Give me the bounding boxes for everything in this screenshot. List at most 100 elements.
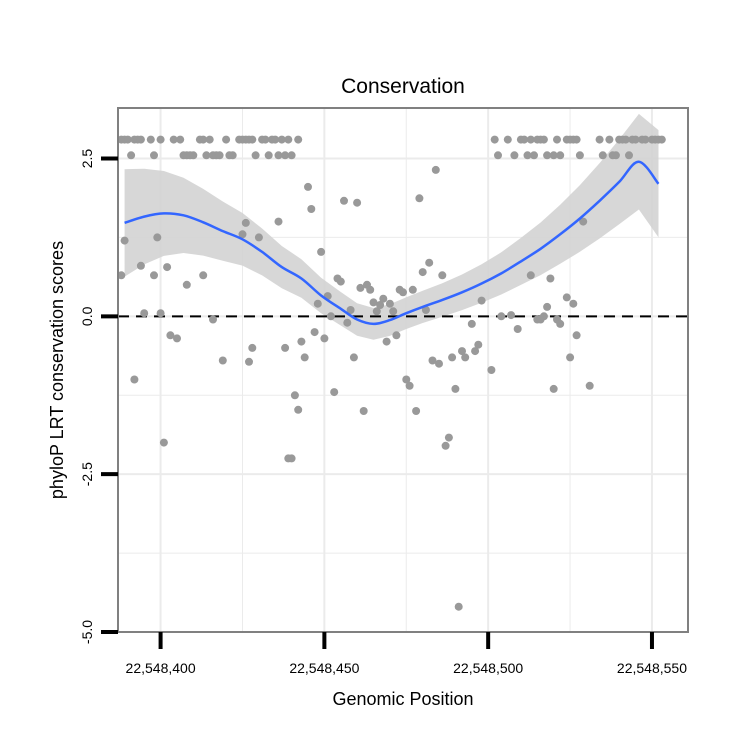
- data-point: [146, 135, 155, 144]
- data-point: [156, 135, 165, 144]
- data-point: [287, 151, 296, 160]
- data-point: [261, 135, 270, 144]
- data-point: [182, 280, 191, 289]
- data-point: [254, 233, 263, 242]
- y-tick-label: -5.0: [79, 620, 95, 644]
- data-point: [176, 135, 185, 144]
- data-point: [543, 151, 552, 160]
- data-point: [136, 261, 145, 270]
- data-point: [159, 438, 168, 447]
- data-point: [248, 343, 257, 352]
- x-tick-label: 22,548,500: [453, 660, 523, 676]
- data-point: [471, 347, 480, 356]
- data-point: [412, 407, 421, 415]
- data-point: [317, 247, 326, 256]
- data-point: [415, 194, 424, 203]
- data-point: [405, 381, 414, 390]
- data-point: [392, 331, 401, 340]
- data-point: [294, 135, 303, 144]
- data-point: [346, 306, 355, 314]
- data-point: [477, 296, 486, 305]
- data-point: [611, 151, 620, 160]
- data-point: [399, 288, 407, 297]
- data-point: [343, 318, 352, 327]
- data-point: [579, 217, 588, 226]
- data-point: [494, 151, 502, 160]
- data-point: [218, 356, 227, 365]
- data-point: [222, 135, 231, 144]
- data-point: [526, 135, 535, 144]
- data-point: [127, 151, 136, 160]
- data-point: [543, 302, 552, 311]
- data-point: [539, 135, 548, 144]
- data-point: [349, 353, 358, 362]
- data-point: [438, 271, 447, 280]
- data-point: [530, 151, 538, 160]
- data-point: [326, 312, 335, 321]
- data-point: [150, 271, 158, 280]
- data-point: [526, 271, 535, 280]
- data-point: [199, 271, 208, 280]
- data-point: [366, 285, 375, 294]
- data-point: [130, 375, 139, 384]
- data-point: [251, 151, 260, 160]
- data-point: [330, 388, 339, 397]
- data-point: [202, 151, 211, 160]
- data-point: [461, 353, 470, 362]
- data-point: [520, 135, 529, 144]
- data-point: [304, 182, 312, 191]
- data-point: [228, 151, 237, 160]
- data-point: [245, 357, 253, 366]
- y-tick-label: -2.5: [79, 462, 95, 486]
- data-point: [546, 274, 555, 283]
- data-point: [156, 309, 165, 318]
- data-point: [490, 135, 499, 144]
- data-point: [556, 151, 565, 160]
- data-point: [657, 135, 666, 144]
- smooth-curve: [124, 160, 660, 326]
- data-point: [467, 319, 476, 328]
- confidence-band: [124, 113, 659, 340]
- data-point: [474, 340, 483, 349]
- y-tick-label: 2.5: [79, 149, 95, 169]
- data-point: [173, 334, 181, 343]
- data-point: [274, 217, 283, 226]
- data-point: [153, 233, 162, 242]
- data-point: [290, 391, 299, 400]
- panel-border: [117, 107, 689, 633]
- data-point: [523, 151, 532, 160]
- y-axis-label: phyloP LRT conservation scores: [47, 241, 67, 499]
- data-point: [248, 135, 257, 144]
- data-point: [585, 381, 594, 390]
- data-point: [421, 306, 430, 314]
- data-point: [605, 135, 614, 144]
- chart-title: Conservation: [341, 75, 465, 98]
- data-point: [372, 307, 381, 316]
- data-point: [454, 602, 463, 611]
- data-point: [621, 135, 630, 144]
- data-point: [271, 135, 280, 144]
- data-point: [340, 196, 348, 205]
- data-points: [117, 135, 666, 611]
- x-tick-label: 22,548,400: [126, 660, 196, 676]
- data-point: [562, 293, 571, 302]
- data-point: [458, 347, 466, 356]
- data-point: [566, 353, 575, 362]
- data-point: [625, 151, 633, 160]
- data-point: [428, 356, 437, 365]
- data-point: [281, 343, 290, 352]
- data-point: [310, 328, 319, 337]
- data-point: [376, 301, 385, 309]
- data-point: [539, 312, 548, 321]
- data-point: [284, 135, 293, 144]
- data-point: [199, 135, 208, 144]
- data-point: [569, 299, 578, 308]
- data-point: [189, 151, 198, 160]
- data-point: [487, 366, 496, 374]
- data-point: [281, 151, 290, 160]
- data-point: [448, 353, 457, 362]
- data-point: [215, 151, 224, 160]
- data-point: [209, 315, 217, 324]
- data-point: [549, 384, 558, 393]
- data-point: [169, 135, 178, 144]
